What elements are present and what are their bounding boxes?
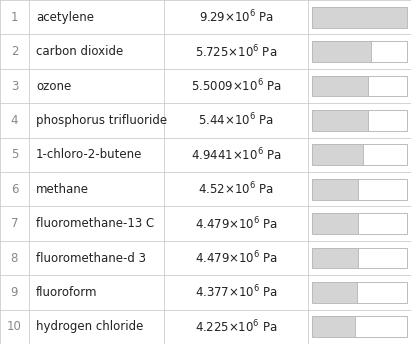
Text: ozone: ozone (36, 79, 72, 93)
Bar (312, 110, 407, 131)
Text: phosphorus trifluoride: phosphorus trifluoride (36, 114, 167, 127)
Text: fluoromethane-13 C: fluoromethane-13 C (36, 217, 155, 230)
Bar (312, 248, 407, 268)
Bar (312, 179, 358, 200)
Bar (358, 179, 407, 200)
Bar (363, 144, 407, 165)
Text: 5: 5 (11, 148, 18, 161)
Bar (312, 110, 368, 131)
Text: 6: 6 (11, 183, 18, 196)
Bar (312, 7, 407, 28)
Text: fluoromethane-d 3: fluoromethane-d 3 (36, 251, 146, 265)
Text: 9: 9 (11, 286, 18, 299)
Bar (312, 316, 356, 337)
Text: 4.479$\times$10$^{6}$ Pa: 4.479$\times$10$^{6}$ Pa (195, 215, 278, 232)
Text: methane: methane (36, 183, 89, 196)
Bar (312, 248, 358, 268)
Text: 5.5009$\times$10$^{6}$ Pa: 5.5009$\times$10$^{6}$ Pa (191, 78, 282, 94)
Text: 7: 7 (11, 217, 18, 230)
Bar (312, 76, 368, 96)
Text: 1: 1 (11, 11, 18, 24)
Text: 2: 2 (11, 45, 18, 58)
Text: 4.377$\times$10$^{6}$ Pa: 4.377$\times$10$^{6}$ Pa (195, 284, 278, 301)
Bar (312, 144, 407, 165)
Text: 10: 10 (7, 320, 22, 333)
Text: carbon dioxide: carbon dioxide (36, 45, 123, 58)
Text: 4.479$\times$10$^{6}$ Pa: 4.479$\times$10$^{6}$ Pa (195, 250, 278, 266)
Bar (368, 110, 407, 131)
Bar (312, 76, 407, 96)
Bar (358, 213, 407, 234)
Bar (368, 76, 407, 96)
Bar (358, 248, 407, 268)
Text: 4: 4 (11, 114, 18, 127)
Bar (312, 41, 407, 62)
Text: hydrogen chloride: hydrogen chloride (36, 320, 143, 333)
Text: 4.52$\times$10$^{6}$ Pa: 4.52$\times$10$^{6}$ Pa (199, 181, 274, 197)
Bar (312, 7, 407, 28)
Text: 5.44$\times$10$^{6}$ Pa: 5.44$\times$10$^{6}$ Pa (199, 112, 274, 129)
Text: acetylene: acetylene (36, 11, 94, 24)
Text: 5.725$\times$10$^{6}$ Pa: 5.725$\times$10$^{6}$ Pa (195, 43, 277, 60)
Text: 9.29$\times$10$^{6}$ Pa: 9.29$\times$10$^{6}$ Pa (199, 9, 274, 25)
Text: 3: 3 (11, 79, 18, 93)
Bar (312, 179, 407, 200)
Bar (312, 282, 407, 303)
Text: fluoroform: fluoroform (36, 286, 98, 299)
Text: 4.9441$\times$10$^{6}$ Pa: 4.9441$\times$10$^{6}$ Pa (191, 147, 282, 163)
Bar (312, 213, 358, 234)
Text: 1-chloro-2-butene: 1-chloro-2-butene (36, 148, 143, 161)
Bar (371, 41, 407, 62)
Bar (312, 41, 371, 62)
Text: 4.225$\times$10$^{6}$ Pa: 4.225$\times$10$^{6}$ Pa (195, 319, 277, 335)
Bar (357, 282, 407, 303)
Bar (312, 213, 407, 234)
Bar (312, 316, 407, 337)
Bar (312, 282, 357, 303)
Text: 8: 8 (11, 251, 18, 265)
Bar (312, 144, 363, 165)
Bar (356, 316, 407, 337)
